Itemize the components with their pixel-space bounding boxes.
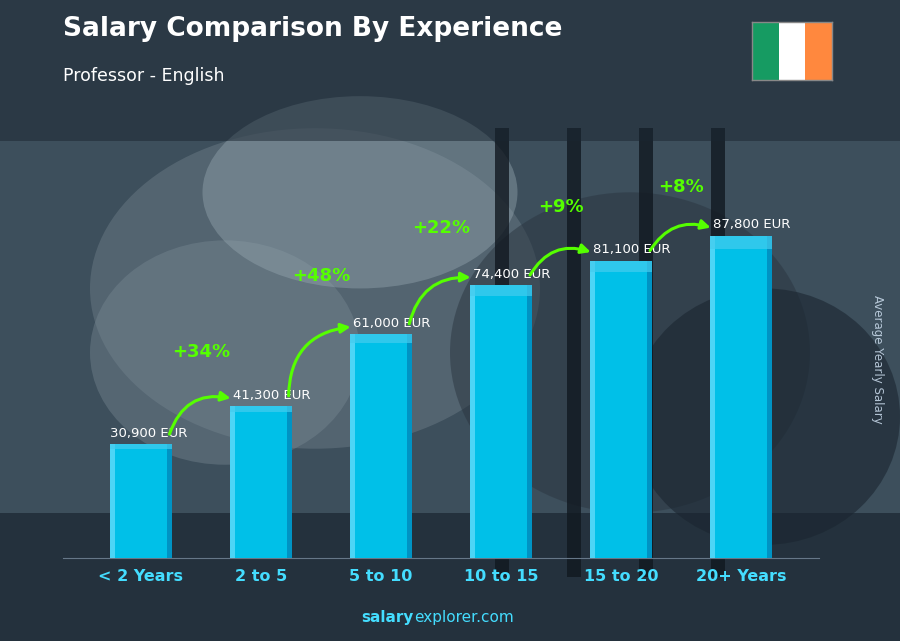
FancyArrowPatch shape <box>650 221 707 251</box>
Bar <box>710 236 716 558</box>
Bar <box>752 22 778 80</box>
Text: 81,100 EUR: 81,100 EUR <box>593 243 670 256</box>
FancyArrowPatch shape <box>530 245 588 275</box>
Ellipse shape <box>450 192 810 513</box>
Text: 87,800 EUR: 87,800 EUR <box>714 219 791 231</box>
Bar <box>350 334 412 558</box>
Bar <box>230 406 292 412</box>
Text: Salary Comparison By Experience: Salary Comparison By Experience <box>63 16 562 42</box>
Bar <box>767 236 772 558</box>
Ellipse shape <box>90 240 360 465</box>
Text: +48%: +48% <box>292 267 350 285</box>
FancyArrowPatch shape <box>410 273 467 324</box>
Bar <box>230 406 292 558</box>
Bar <box>230 406 236 558</box>
Text: 74,400 EUR: 74,400 EUR <box>473 267 551 281</box>
Text: Average Yearly Salary: Average Yearly Salary <box>871 295 884 423</box>
Bar <box>710 236 772 249</box>
Text: 30,900 EUR: 30,900 EUR <box>110 427 187 440</box>
Text: +8%: +8% <box>658 178 704 196</box>
Text: explorer.com: explorer.com <box>414 610 514 625</box>
Ellipse shape <box>202 96 518 288</box>
Bar <box>710 236 772 558</box>
Bar <box>407 334 412 558</box>
Bar <box>0 0 900 141</box>
FancyArrowPatch shape <box>169 392 228 434</box>
Bar <box>567 128 580 577</box>
Text: Professor - English: Professor - English <box>63 67 224 85</box>
Bar <box>286 406 292 558</box>
Bar <box>350 334 356 558</box>
Bar <box>495 128 508 577</box>
Bar <box>110 444 172 449</box>
FancyArrowPatch shape <box>289 324 347 396</box>
Bar <box>470 285 532 558</box>
Text: 61,000 EUR: 61,000 EUR <box>354 317 431 329</box>
Bar <box>590 261 652 272</box>
Text: +34%: +34% <box>172 344 230 362</box>
Bar <box>0 513 900 641</box>
Ellipse shape <box>90 128 540 449</box>
Bar <box>590 261 596 558</box>
Bar <box>778 22 806 80</box>
Bar <box>470 285 475 558</box>
Ellipse shape <box>630 288 900 545</box>
Text: +22%: +22% <box>412 219 470 237</box>
Bar <box>110 444 115 558</box>
Bar <box>470 285 532 296</box>
Bar <box>110 444 172 558</box>
Bar <box>639 128 652 577</box>
Text: +9%: +9% <box>538 198 584 216</box>
Bar <box>350 334 412 343</box>
Text: 41,300 EUR: 41,300 EUR <box>233 389 310 402</box>
Bar <box>590 261 652 558</box>
Text: salary: salary <box>362 610 414 625</box>
Bar <box>166 444 172 558</box>
Bar <box>526 285 532 558</box>
Bar <box>646 261 652 558</box>
Bar <box>711 128 724 577</box>
Bar <box>806 22 832 80</box>
